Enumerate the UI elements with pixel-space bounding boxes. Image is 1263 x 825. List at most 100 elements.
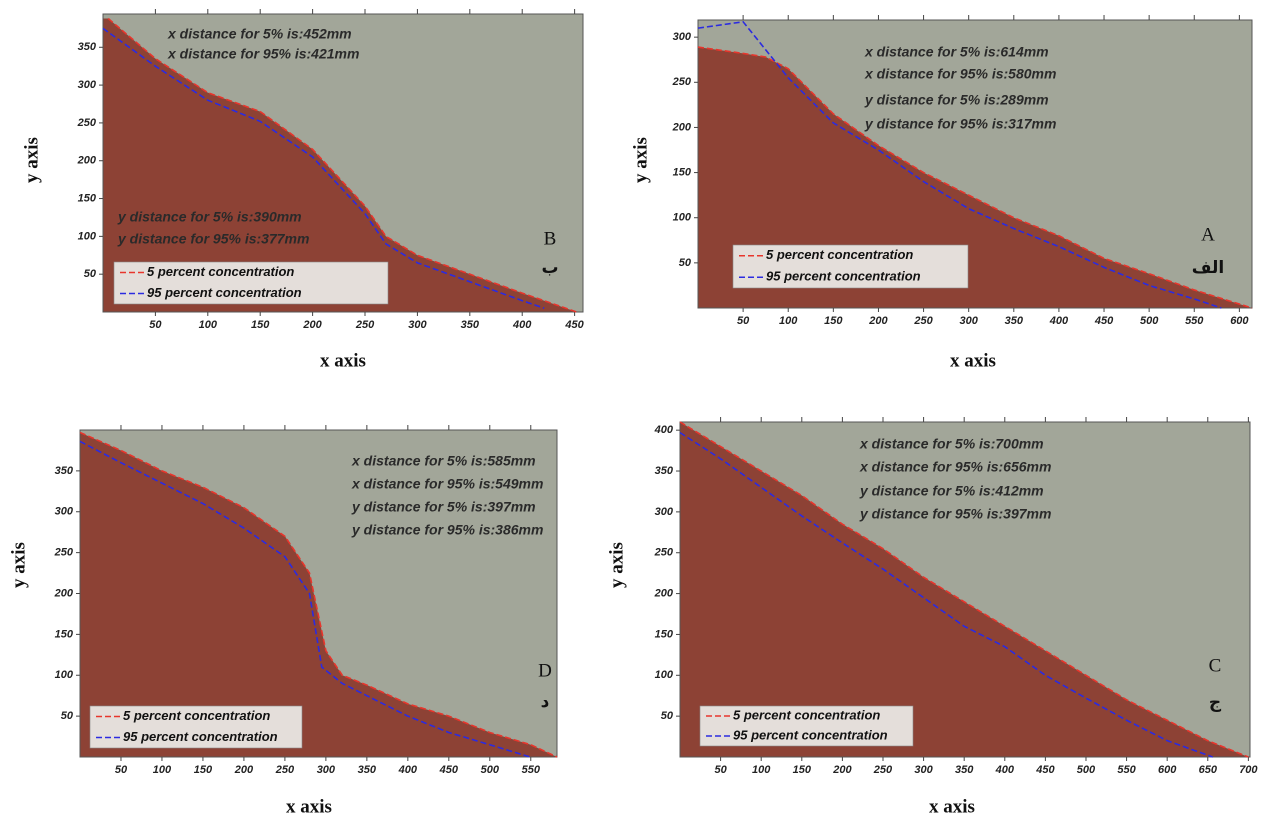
series-line	[679, 421, 1249, 758]
y-axis-title: y axis	[8, 542, 29, 588]
annotation: y distance for 95% is:386mm	[351, 522, 543, 538]
legend-box	[699, 705, 914, 747]
x-tick-label: 450	[439, 764, 459, 776]
x-tick-label: 350	[955, 764, 974, 776]
y-tick-label: 200	[654, 587, 674, 599]
x-tick-label: 150	[793, 764, 812, 776]
y-tick-label: 300	[55, 506, 74, 518]
panel-label: الف	[1192, 258, 1224, 278]
x-tick-label: 500	[481, 764, 500, 776]
legend-label: 95 percent concentration	[733, 727, 888, 742]
x-tick-label: 650	[1199, 764, 1218, 776]
x-tick-label: 300	[914, 764, 933, 776]
x-tick-label: 350	[358, 764, 377, 776]
x-tick-label: 550	[1185, 315, 1204, 327]
y-tick-label: 250	[54, 547, 74, 559]
fluid-area	[680, 422, 1250, 757]
panel-label: A	[1201, 224, 1215, 245]
chart-panel: 50 100 150 200 250 300 350 400 450 500 550 50 100 150…	[8, 425, 558, 817]
x-tick-label: 150	[824, 315, 843, 327]
x-axis-title: x axis	[286, 796, 332, 817]
chart-panel: 50 100 150 200 250 300 350 400 450 500 550 600 650 70…	[606, 417, 1258, 817]
y-tick-label: 150	[55, 628, 74, 640]
series-line	[79, 440, 531, 758]
annotation: x distance for 5% is:452mm	[167, 26, 352, 42]
x-tick-label: 400	[1049, 315, 1069, 327]
x-tick-label: 150	[194, 764, 213, 776]
annotation: y distance for 5% is:289mm	[864, 92, 1049, 108]
y-tick-label: 300	[655, 506, 674, 518]
y-tick-label: 150	[655, 628, 674, 640]
x-tick-label: 600	[1230, 315, 1249, 327]
series-line	[79, 431, 558, 758]
x-tick-label: 250	[275, 764, 295, 776]
panel-label: D	[538, 660, 552, 681]
x-tick-label: 100	[779, 315, 798, 327]
x-tick-label: 100	[752, 764, 771, 776]
x-tick-label: 350	[1005, 315, 1024, 327]
annotation: x distance for 95% is:580mm	[864, 66, 1056, 82]
x-tick-label: 250	[913, 315, 933, 327]
series-line	[697, 46, 1253, 309]
annotation: y distance for 95% is:377mm	[117, 231, 309, 247]
x-axis-title: x axis	[320, 350, 366, 371]
x-tick-label: 250	[873, 764, 893, 776]
panel-label: ج	[1209, 693, 1222, 713]
legend-label: 5 percent concentration	[766, 247, 913, 262]
x-tick-label: 250	[355, 319, 375, 331]
annotation: y distance for 5% is:390mm	[117, 209, 302, 225]
panel-label: د	[541, 692, 550, 712]
y-axis-title: y axis	[606, 542, 627, 588]
x-tick-label: 100	[199, 319, 218, 331]
annotation: x distance for 5% is:700mm	[859, 436, 1044, 452]
legend-label: 95 percent concentration	[123, 729, 278, 744]
x-tick-label: 200	[868, 315, 888, 327]
legend-box	[89, 705, 303, 749]
annotation: y distance for 95% is:397mm	[859, 506, 1051, 522]
x-tick-label: 300	[317, 764, 336, 776]
x-tick-label: 450	[564, 319, 584, 331]
annotation: y distance for 95% is:317mm	[864, 116, 1056, 132]
y-tick-label: 50	[661, 710, 674, 722]
y-tick-label: 350	[655, 465, 674, 477]
panel-label: ب	[541, 258, 558, 278]
series-line	[107, 17, 577, 313]
x-axis-title: x axis	[950, 350, 996, 371]
x-tick-label: 150	[251, 319, 270, 331]
y-tick-label: 350	[55, 465, 74, 477]
annotation: x distance for 95% is:421mm	[167, 46, 359, 62]
x-tick-label: 500	[1140, 315, 1159, 327]
x-tick-label: 300	[960, 315, 979, 327]
fluid-area	[103, 18, 583, 312]
x-tick-label: 450	[1094, 315, 1114, 327]
plot-frame	[679, 421, 1251, 758]
y-tick-label: 400	[654, 424, 674, 436]
panel-label: C	[1209, 655, 1222, 676]
x-tick-label: 100	[153, 764, 172, 776]
y-tick-label: 250	[654, 547, 674, 559]
y-axis-title: y axis	[21, 137, 42, 183]
y-tick-label: 100	[78, 230, 97, 242]
y-tick-label: 200	[54, 587, 74, 599]
legend-label: 5 percent concentration	[123, 708, 270, 723]
annotation: x distance for 5% is:585mm	[351, 453, 536, 469]
y-tick-label: 200	[672, 121, 692, 133]
chart-panel: 50 100 150 200 250 300 350 400 450 500 550 600 50 100…	[630, 15, 1253, 371]
x-tick-label: 200	[234, 764, 254, 776]
y-tick-label: 150	[673, 166, 692, 178]
x-tick-label: 400	[398, 764, 418, 776]
series-line	[679, 431, 1213, 758]
x-tick-label: 50	[115, 764, 128, 776]
series-line	[697, 20, 1222, 309]
x-tick-label: 500	[1077, 764, 1096, 776]
annotation: y distance for 5% is:412mm	[859, 483, 1044, 499]
series-line	[102, 27, 545, 309]
legend-box	[732, 244, 969, 289]
x-tick-label: 550	[1117, 764, 1136, 776]
plot-frame	[102, 13, 584, 313]
x-tick-label: 50	[149, 319, 162, 331]
x-tick-label: 600	[1158, 764, 1177, 776]
legend-label: 5 percent concentration	[733, 707, 880, 722]
